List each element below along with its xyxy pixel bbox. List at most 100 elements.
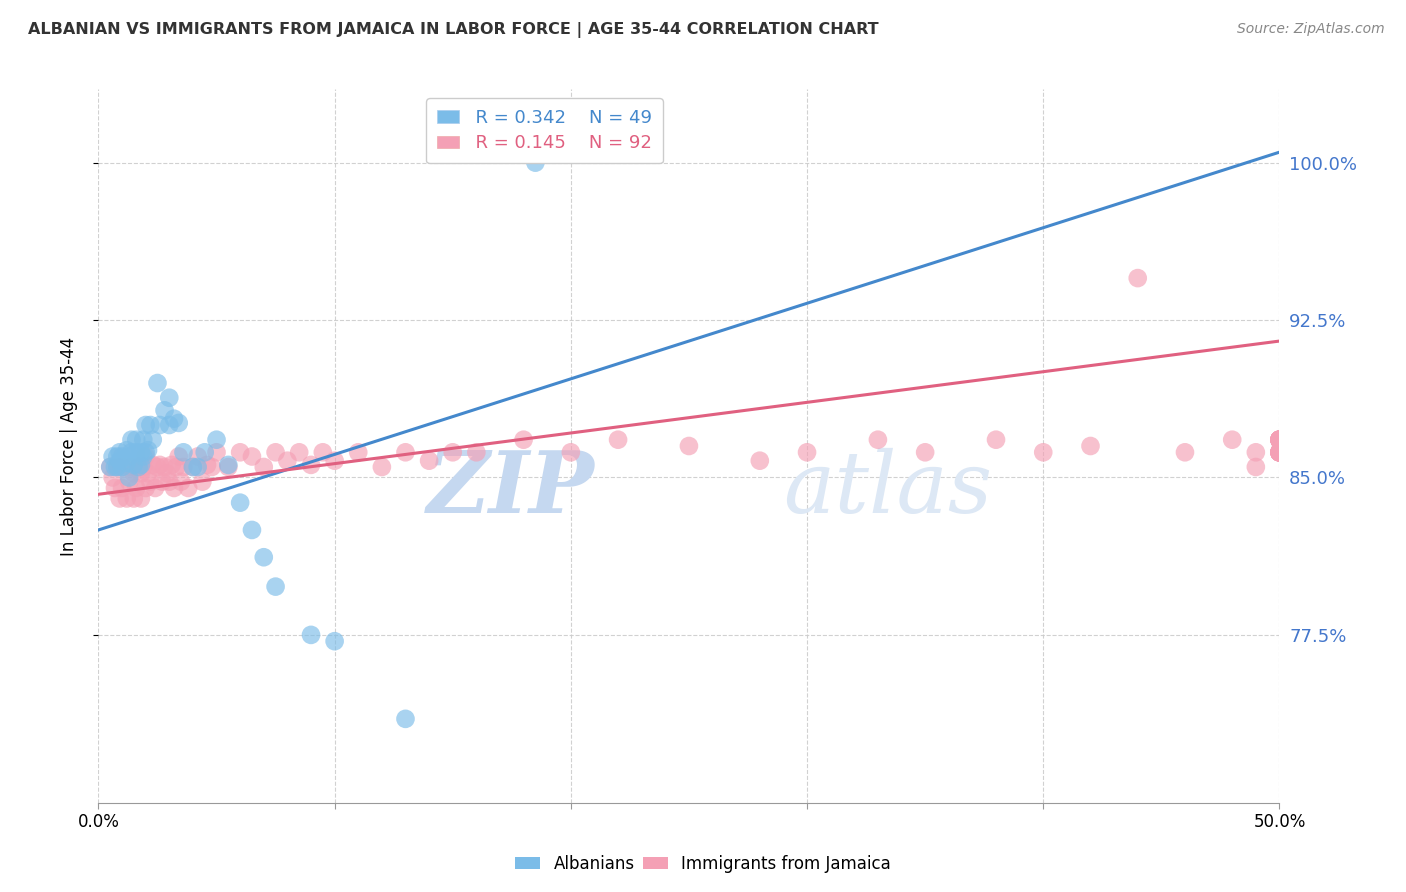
Point xyxy=(205,445,228,459)
Y-axis label: In Labor Force | Age 35-44: In Labor Force | Age 35-44 xyxy=(59,336,77,556)
Point xyxy=(1080,439,1102,453)
Point xyxy=(105,450,128,464)
Point xyxy=(1244,460,1267,475)
Point xyxy=(1268,433,1291,447)
Point xyxy=(132,433,155,447)
Point xyxy=(111,460,134,475)
Point xyxy=(288,445,311,459)
Point xyxy=(167,416,190,430)
Point xyxy=(191,475,214,489)
Point xyxy=(299,628,322,642)
Point xyxy=(229,445,252,459)
Point xyxy=(129,445,152,459)
Point xyxy=(264,445,287,459)
Point xyxy=(167,450,190,464)
Point xyxy=(115,443,138,458)
Point xyxy=(104,481,127,495)
Point xyxy=(177,481,200,495)
Point xyxy=(129,458,152,472)
Point xyxy=(108,453,131,467)
Point xyxy=(142,458,165,472)
Point xyxy=(323,453,346,467)
Point xyxy=(187,460,209,475)
Point xyxy=(194,445,217,459)
Point xyxy=(205,433,228,447)
Point xyxy=(125,445,148,459)
Point xyxy=(1268,433,1291,447)
Point xyxy=(108,491,131,506)
Point xyxy=(1268,445,1291,459)
Point xyxy=(394,445,416,459)
Point xyxy=(240,450,263,464)
Point xyxy=(170,475,193,489)
Point xyxy=(129,491,152,506)
Point xyxy=(129,467,152,481)
Point xyxy=(150,475,173,489)
Point xyxy=(121,460,143,475)
Point xyxy=(323,634,346,648)
Point xyxy=(394,712,416,726)
Point xyxy=(136,443,159,458)
Point xyxy=(132,450,155,464)
Point xyxy=(163,411,186,425)
Point xyxy=(143,481,166,495)
Point xyxy=(125,481,148,495)
Point xyxy=(1268,433,1291,447)
Point xyxy=(264,580,287,594)
Point xyxy=(1268,445,1291,459)
Point xyxy=(149,417,172,432)
Point xyxy=(866,433,889,447)
Point xyxy=(132,460,155,475)
Point xyxy=(1268,445,1291,459)
Point xyxy=(984,433,1007,447)
Point xyxy=(118,470,141,484)
Point xyxy=(1220,433,1243,447)
Point xyxy=(172,460,194,475)
Point xyxy=(156,467,179,481)
Point xyxy=(1268,433,1291,447)
Point xyxy=(111,450,134,464)
Point xyxy=(122,458,145,472)
Point xyxy=(139,417,162,432)
Point xyxy=(181,460,204,475)
Point xyxy=(560,445,582,459)
Point xyxy=(122,491,145,506)
Text: ALBANIAN VS IMMIGRANTS FROM JAMAICA IN LABOR FORCE | AGE 35-44 CORRELATION CHART: ALBANIAN VS IMMIGRANTS FROM JAMAICA IN L… xyxy=(28,22,879,38)
Point xyxy=(163,481,186,495)
Point xyxy=(524,155,547,169)
Point xyxy=(748,453,770,467)
Legend:   R = 0.342    N = 49,   R = 0.145    N = 92: R = 0.342 N = 49, R = 0.145 N = 92 xyxy=(426,98,664,163)
Point xyxy=(160,458,183,472)
Point xyxy=(111,460,134,475)
Point xyxy=(1268,445,1291,459)
Point xyxy=(253,460,276,475)
Point xyxy=(135,450,157,464)
Point xyxy=(157,417,180,432)
Legend: Albanians, Immigrants from Jamaica: Albanians, Immigrants from Jamaica xyxy=(509,848,897,880)
Point xyxy=(1032,445,1054,459)
Point xyxy=(115,456,138,470)
Point xyxy=(607,433,630,447)
Point xyxy=(1268,445,1291,459)
Text: ZIP: ZIP xyxy=(426,447,595,531)
Point xyxy=(914,445,936,459)
Point xyxy=(146,376,169,390)
Point xyxy=(121,445,143,459)
Point xyxy=(122,467,145,481)
Point xyxy=(240,523,263,537)
Point xyxy=(1268,433,1291,447)
Point xyxy=(187,450,209,464)
Point xyxy=(1268,445,1291,459)
Point xyxy=(253,550,276,565)
Point xyxy=(1268,433,1291,447)
Point xyxy=(125,433,148,447)
Point xyxy=(105,460,128,475)
Point xyxy=(128,460,150,475)
Point xyxy=(1268,433,1291,447)
Text: Source: ZipAtlas.com: Source: ZipAtlas.com xyxy=(1237,22,1385,37)
Point xyxy=(1244,445,1267,459)
Point xyxy=(157,391,180,405)
Point xyxy=(135,445,157,459)
Point xyxy=(153,403,176,417)
Point xyxy=(98,460,121,475)
